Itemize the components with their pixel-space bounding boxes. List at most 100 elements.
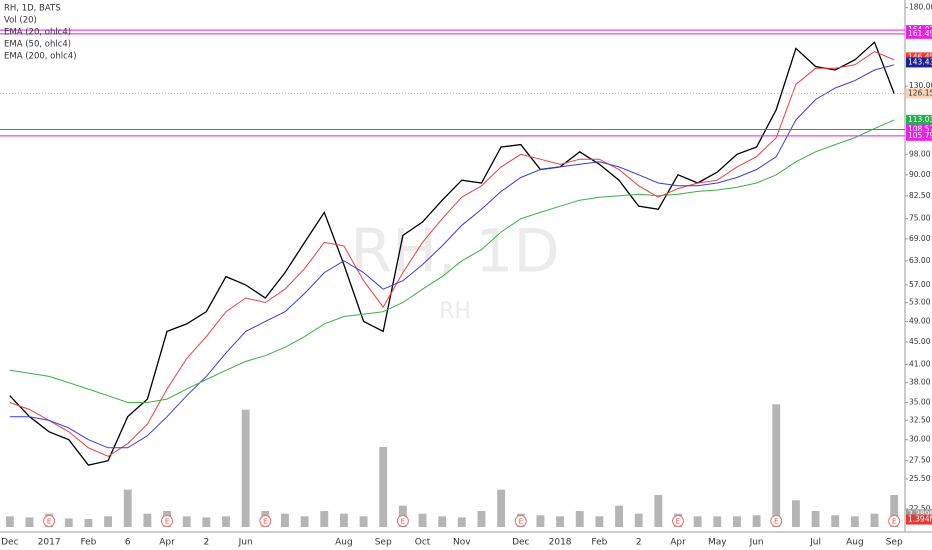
series-line [9, 119, 895, 403]
y-tick-label: 69.00 [909, 234, 931, 243]
volume-bar [831, 515, 840, 527]
level-box [906, 114, 932, 125]
volume-bar [654, 495, 663, 527]
volume-bar [615, 505, 623, 527]
volume-bar [25, 517, 34, 527]
volume-bar [870, 513, 879, 527]
level-label: 146.45 [908, 52, 932, 61]
earnings-marker [770, 515, 783, 527]
volume-bar [320, 511, 329, 527]
volume-bar [890, 495, 899, 527]
level-box [906, 124, 932, 135]
legend-entry: Vol (20) [4, 16, 37, 26]
y-tick-label: 75.00 [909, 214, 931, 223]
legend-entry: EMA (20, ohlc4) [4, 28, 71, 38]
y-tick-label: 35.00 [909, 398, 931, 407]
volume-bar [64, 518, 73, 527]
x-tick-label: Jun [238, 538, 253, 548]
series-line [9, 64, 895, 449]
volume-bar [379, 447, 388, 527]
volume-bar [418, 513, 427, 527]
level-label: 113.03 [908, 115, 932, 124]
earnings-label: E [47, 518, 51, 526]
series-line [9, 51, 895, 457]
x-tick-label: May [708, 538, 727, 548]
y-tick-label: 38.00 [909, 378, 931, 387]
y-tick-label: 32.50 [909, 415, 931, 424]
volume-bar [202, 517, 211, 527]
volume-bar [733, 516, 741, 527]
x-tick-label: Jul [809, 538, 821, 548]
level-label: 108.57 [908, 125, 932, 134]
x-tick-label: Apr [670, 538, 686, 548]
volume-bar [359, 516, 368, 527]
x-tick-label: Sep [375, 538, 392, 548]
volume-bar [241, 409, 250, 527]
volume-bar [556, 516, 565, 527]
volume-bar [281, 513, 289, 527]
y-tick-label: 45.00 [909, 337, 931, 346]
volume-bar [772, 404, 781, 527]
volume-bar [182, 516, 191, 527]
level-box [906, 130, 932, 141]
y-tick-label: 180.00 [909, 3, 932, 12]
level-label: 105.79 [908, 131, 932, 140]
volume-bar [575, 511, 584, 527]
level-box [906, 28, 932, 39]
earnings-marker [161, 515, 174, 527]
volume-bar [850, 516, 859, 527]
legend-entry: EMA (50, ohlc4) [4, 40, 71, 50]
volume-bar [300, 516, 309, 527]
x-tick-label: Feb [80, 538, 96, 548]
volume-bar [693, 516, 702, 527]
volume-bar [791, 500, 800, 527]
x-tick-label: Apr [159, 538, 175, 548]
x-tick-label: 6 [125, 538, 131, 548]
volume-bar [634, 513, 643, 527]
y-tick-label: 49.00 [909, 316, 931, 325]
level-label: 143.43 [908, 57, 932, 66]
y-tick-label: 27.50 [909, 456, 931, 465]
x-tick-label: Feb [591, 538, 607, 548]
y-tick-label: 98.00 [909, 149, 931, 158]
level-box [906, 57, 932, 68]
volume-box [906, 514, 932, 525]
x-tick-label: Dec [512, 538, 529, 548]
earnings-marker [43, 515, 56, 527]
y-tick-label: 57.00 [909, 280, 931, 289]
volume-bar [752, 515, 761, 527]
y-tick-label: 22.50 [909, 504, 931, 513]
volume-bar [339, 513, 348, 527]
earnings-label: E [165, 518, 169, 526]
earnings-label: E [892, 518, 896, 526]
level-label: 126.15 [908, 88, 932, 97]
volume-box [906, 509, 932, 520]
volume-bar [438, 516, 447, 527]
level-box [906, 88, 932, 99]
x-tick-label: Aug [846, 538, 864, 548]
earnings-marker [396, 515, 409, 527]
x-tick-label: 2018 [549, 538, 572, 548]
y-tick-label: 25.50 [909, 474, 931, 483]
volume-bar [84, 519, 93, 527]
y-tick-label: 41.00 [909, 359, 931, 368]
volume-bar [713, 516, 722, 527]
earnings-label: E [519, 518, 523, 526]
y-tick-label: 90.00 [909, 170, 931, 179]
earnings-marker [888, 515, 901, 527]
legend-entry: EMA (200, ohlc4) [4, 52, 77, 62]
x-tick-label: 2 [636, 538, 642, 548]
volume-bar [477, 511, 486, 527]
volume-label: 2.389M [908, 509, 932, 518]
watermark: RH, 1D [350, 217, 559, 287]
watermark-sub: RH [439, 299, 471, 324]
volume-bar [457, 517, 466, 527]
earnings-marker [514, 515, 527, 527]
x-tick-label: Sep [886, 538, 903, 548]
earnings-marker [259, 515, 272, 527]
earnings-label: E [774, 518, 778, 526]
y-tick-label: 63.00 [909, 256, 931, 265]
y-tick-label: 82.50 [909, 191, 931, 200]
volume-bar [143, 513, 152, 527]
